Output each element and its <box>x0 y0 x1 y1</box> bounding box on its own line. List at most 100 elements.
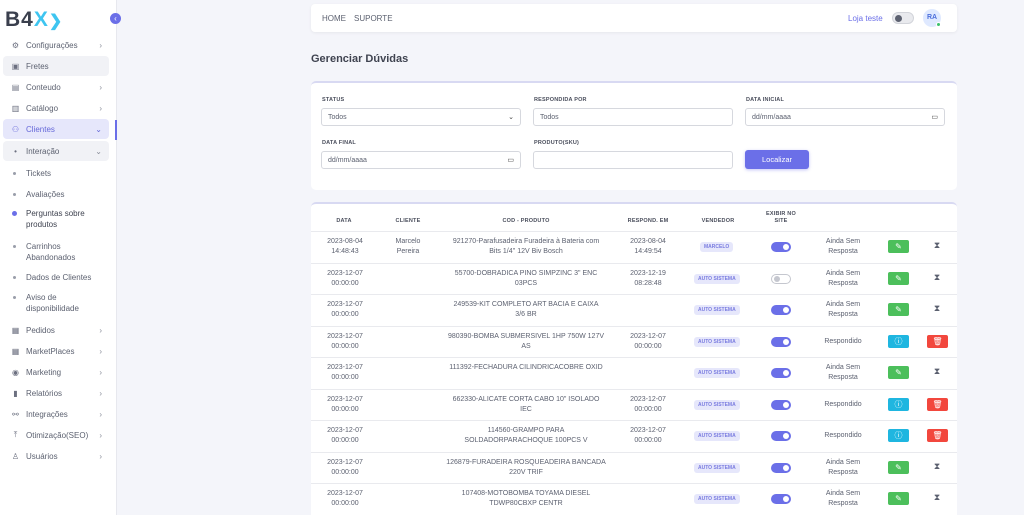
sidebar-item-marketing[interactable]: ◉ Marketing › <box>3 362 109 382</box>
sidebar-item-marketplaces[interactable]: ▦ MarketPlaces › <box>3 341 109 361</box>
product-name[interactable]: 111392-FECHADURA CILINDRICACOBRE OXID <box>449 364 603 371</box>
product-name[interactable]: 662330-ALICATE CORTA CABO 10" ISOLADO IEC <box>452 395 600 413</box>
product-name[interactable]: 126879-FURADEIRA ROSQUEADEIRA BANCADA 220… <box>446 458 606 476</box>
header-show-on-site: EXIBIR NO SITE <box>766 211 796 224</box>
start-date-placeholder: dd/mm/aaaa <box>752 113 791 121</box>
sidebar-item-otimiza-o-seo-[interactable]: ⤒ Otimização(SEO) › <box>3 425 109 445</box>
edit-button[interactable]: ✎ <box>888 492 909 505</box>
show-on-site-toggle[interactable] <box>771 462 791 473</box>
nav-link-support[interactable]: SUPORTE <box>354 14 393 23</box>
store-toggle[interactable] <box>892 12 914 24</box>
toggle-knob <box>783 496 789 502</box>
answer-status: Ainda Sem Resposta <box>825 458 861 476</box>
edit-button[interactable]: ✎ <box>888 366 909 379</box>
sidebar-item-configura-es[interactable]: ⚙ Configurações › <box>3 35 109 55</box>
question-date: 2023-12-07 00:00:00 <box>327 332 363 350</box>
hourglass-icon: ⧗ <box>933 366 941 376</box>
product-name[interactable]: 980390-BOMBA SUBMERSIVEL 1HP 750W 127V AS <box>447 332 605 350</box>
show-on-site-toggle[interactable] <box>771 273 791 284</box>
chevron-right-icon: › <box>99 367 102 377</box>
start-date-input[interactable]: dd/mm/aaaa ▭ <box>745 108 945 126</box>
network-icon: ⚯ <box>12 409 19 419</box>
nav-link-home[interactable]: HOME <box>322 14 346 23</box>
sidebar-item-integra-es[interactable]: ⚯ Integrações › <box>3 404 109 424</box>
delete-button[interactable]: 🗑 <box>927 397 948 411</box>
sidebar-subitem-label: Carrinhos Abandonados <box>26 242 76 262</box>
seller-badge: AUTO SISTEMA <box>694 305 740 315</box>
sidebar-item-label: Catálogo <box>26 103 59 113</box>
chevron-down-icon: ⌄ <box>508 114 514 121</box>
sidebar-item-usu-rios[interactable]: ♙ Usuários › <box>3 446 109 466</box>
sidebar-item-conteudo[interactable]: ▤ Conteudo › <box>3 77 109 97</box>
end-date-placeholder: dd/mm/aaaa <box>328 156 367 164</box>
sidebar-subitem-avalia-es[interactable]: Avaliações <box>12 189 108 200</box>
delete-button[interactable]: 🗑 <box>927 334 948 348</box>
info-button[interactable]: ⓘ <box>888 334 909 348</box>
product-name[interactable]: 114560-GRAMPO PARA SOLDADORPARACHOQUE 100… <box>464 427 588 444</box>
edit-button[interactable]: ✎ <box>888 303 909 316</box>
info-button[interactable]: ⓘ <box>888 429 909 442</box>
sidebar-item-pedidos[interactable]: ▦ Pedidos › <box>3 320 109 340</box>
answer-status: Ainda Sem Resposta <box>825 490 861 507</box>
chevron-right-icon: › <box>99 82 102 92</box>
sidebar-subitem-carrinhos-abandonados[interactable]: Carrinhos Abandonados <box>12 241 108 263</box>
sidebar-subitem-perguntas-sobre-produtos[interactable]: Perguntas sobre produtos <box>12 208 108 230</box>
show-on-site-toggle[interactable] <box>771 336 791 347</box>
pencil-icon: ✎ <box>895 494 902 503</box>
show-on-site-toggle[interactable] <box>771 431 791 441</box>
show-on-site-toggle[interactable] <box>771 494 791 504</box>
edit-button[interactable]: ✎ <box>888 240 909 253</box>
end-date-input[interactable]: dd/mm/aaaa ▭ <box>321 151 521 169</box>
sidebar-subitem-label: Dados de Clientes <box>26 273 92 282</box>
calendar-icon[interactable]: ▭ <box>931 114 938 121</box>
sidebar-item-fretes[interactable]: ▣ Fretes <box>3 56 109 76</box>
edit-button[interactable]: ✎ <box>888 460 909 474</box>
chevron-right-icon: › <box>99 409 102 419</box>
sidebar-item-intera-o[interactable]: • Interação ⌄ <box>3 141 109 161</box>
toggle-knob <box>783 464 789 471</box>
show-on-site-toggle[interactable] <box>771 368 791 378</box>
question-date: 2023-12-07 00:00:00 <box>327 395 363 413</box>
table-row: 2023-12-07 00:00:00 662330-ALICATE CORTA C… <box>311 388 957 420</box>
toggle-knob <box>774 275 780 282</box>
product-sku-input[interactable] <box>533 151 733 169</box>
sidebar-item-clientes[interactable]: ⚇ Clientes ⌄ <box>3 119 109 139</box>
sidebar-item-label: Marketing <box>26 367 62 377</box>
delete-button[interactable]: 🗑 <box>927 429 948 442</box>
product-name[interactable]: 55700-DOBRADICA PINO SIMPZINC 3" ENC 03PC… <box>454 269 598 287</box>
seller-badge: AUTO SISTEMA <box>694 368 740 378</box>
info-icon: ⓘ <box>894 431 903 440</box>
status-select[interactable]: Todos ⌄ <box>321 108 521 126</box>
grid-icon: ▦ <box>11 346 20 356</box>
avatar[interactable]: RA <box>923 9 941 27</box>
trash-icon: 🗑 <box>932 431 943 440</box>
sidebar-subitem-dados-de-clientes[interactable]: Dados de Clientes <box>12 272 108 283</box>
chevron-left-icon[interactable]: ‹ <box>110 13 121 24</box>
megaphone-icon: ◉ <box>12 367 19 377</box>
edit-button[interactable]: ✎ <box>888 271 909 285</box>
search-button[interactable]: Localizar <box>745 150 809 169</box>
answer-status: Respondido <box>824 432 862 439</box>
sidebar-subitem-tickets[interactable]: Tickets <box>12 168 108 179</box>
upload-icon: ⤒ <box>13 430 18 439</box>
filter-card: STATUS Todos ⌄ RESPONDIDA POR Todos DATA … <box>311 81 957 190</box>
show-on-site-toggle[interactable] <box>771 305 791 315</box>
info-button[interactable]: ⓘ <box>888 397 909 411</box>
calendar-icon[interactable]: ▭ <box>507 157 514 164</box>
toggle-knob <box>783 338 789 345</box>
product-name[interactable]: 249539-KIT COMPLETO ART BACIA E CAIXA 3/6… <box>453 301 599 318</box>
answered-by-input[interactable]: Todos <box>533 108 733 126</box>
product-name[interactable]: 921270-Parafusadeira Furadeira à Bateria… <box>452 238 600 255</box>
show-on-site-toggle[interactable] <box>771 399 791 410</box>
sidebar-item-label: Integrações <box>26 409 68 419</box>
sidebar-item-cat-logo[interactable]: ▥ Catálogo › <box>3 98 109 118</box>
header-date: DATA <box>336 218 352 224</box>
show-on-site-toggle[interactable] <box>771 242 791 252</box>
product-name[interactable]: 107408-MOTOBOMBA TOYAMA DIESEL TDWP80CBXP… <box>461 490 591 507</box>
answered-by-label: RESPONDIDA POR <box>534 97 587 103</box>
status-value: Todos <box>328 113 347 121</box>
answer-status: Ainda Sem Resposta <box>825 301 861 318</box>
sidebar-item-relat-rios[interactable]: ▮ Relatórios › <box>3 383 109 403</box>
sidebar-subitem-aviso-de-disponibilidade[interactable]: Aviso de disponibilidade <box>12 292 108 314</box>
logo[interactable]: B4X❯ <box>5 8 64 31</box>
